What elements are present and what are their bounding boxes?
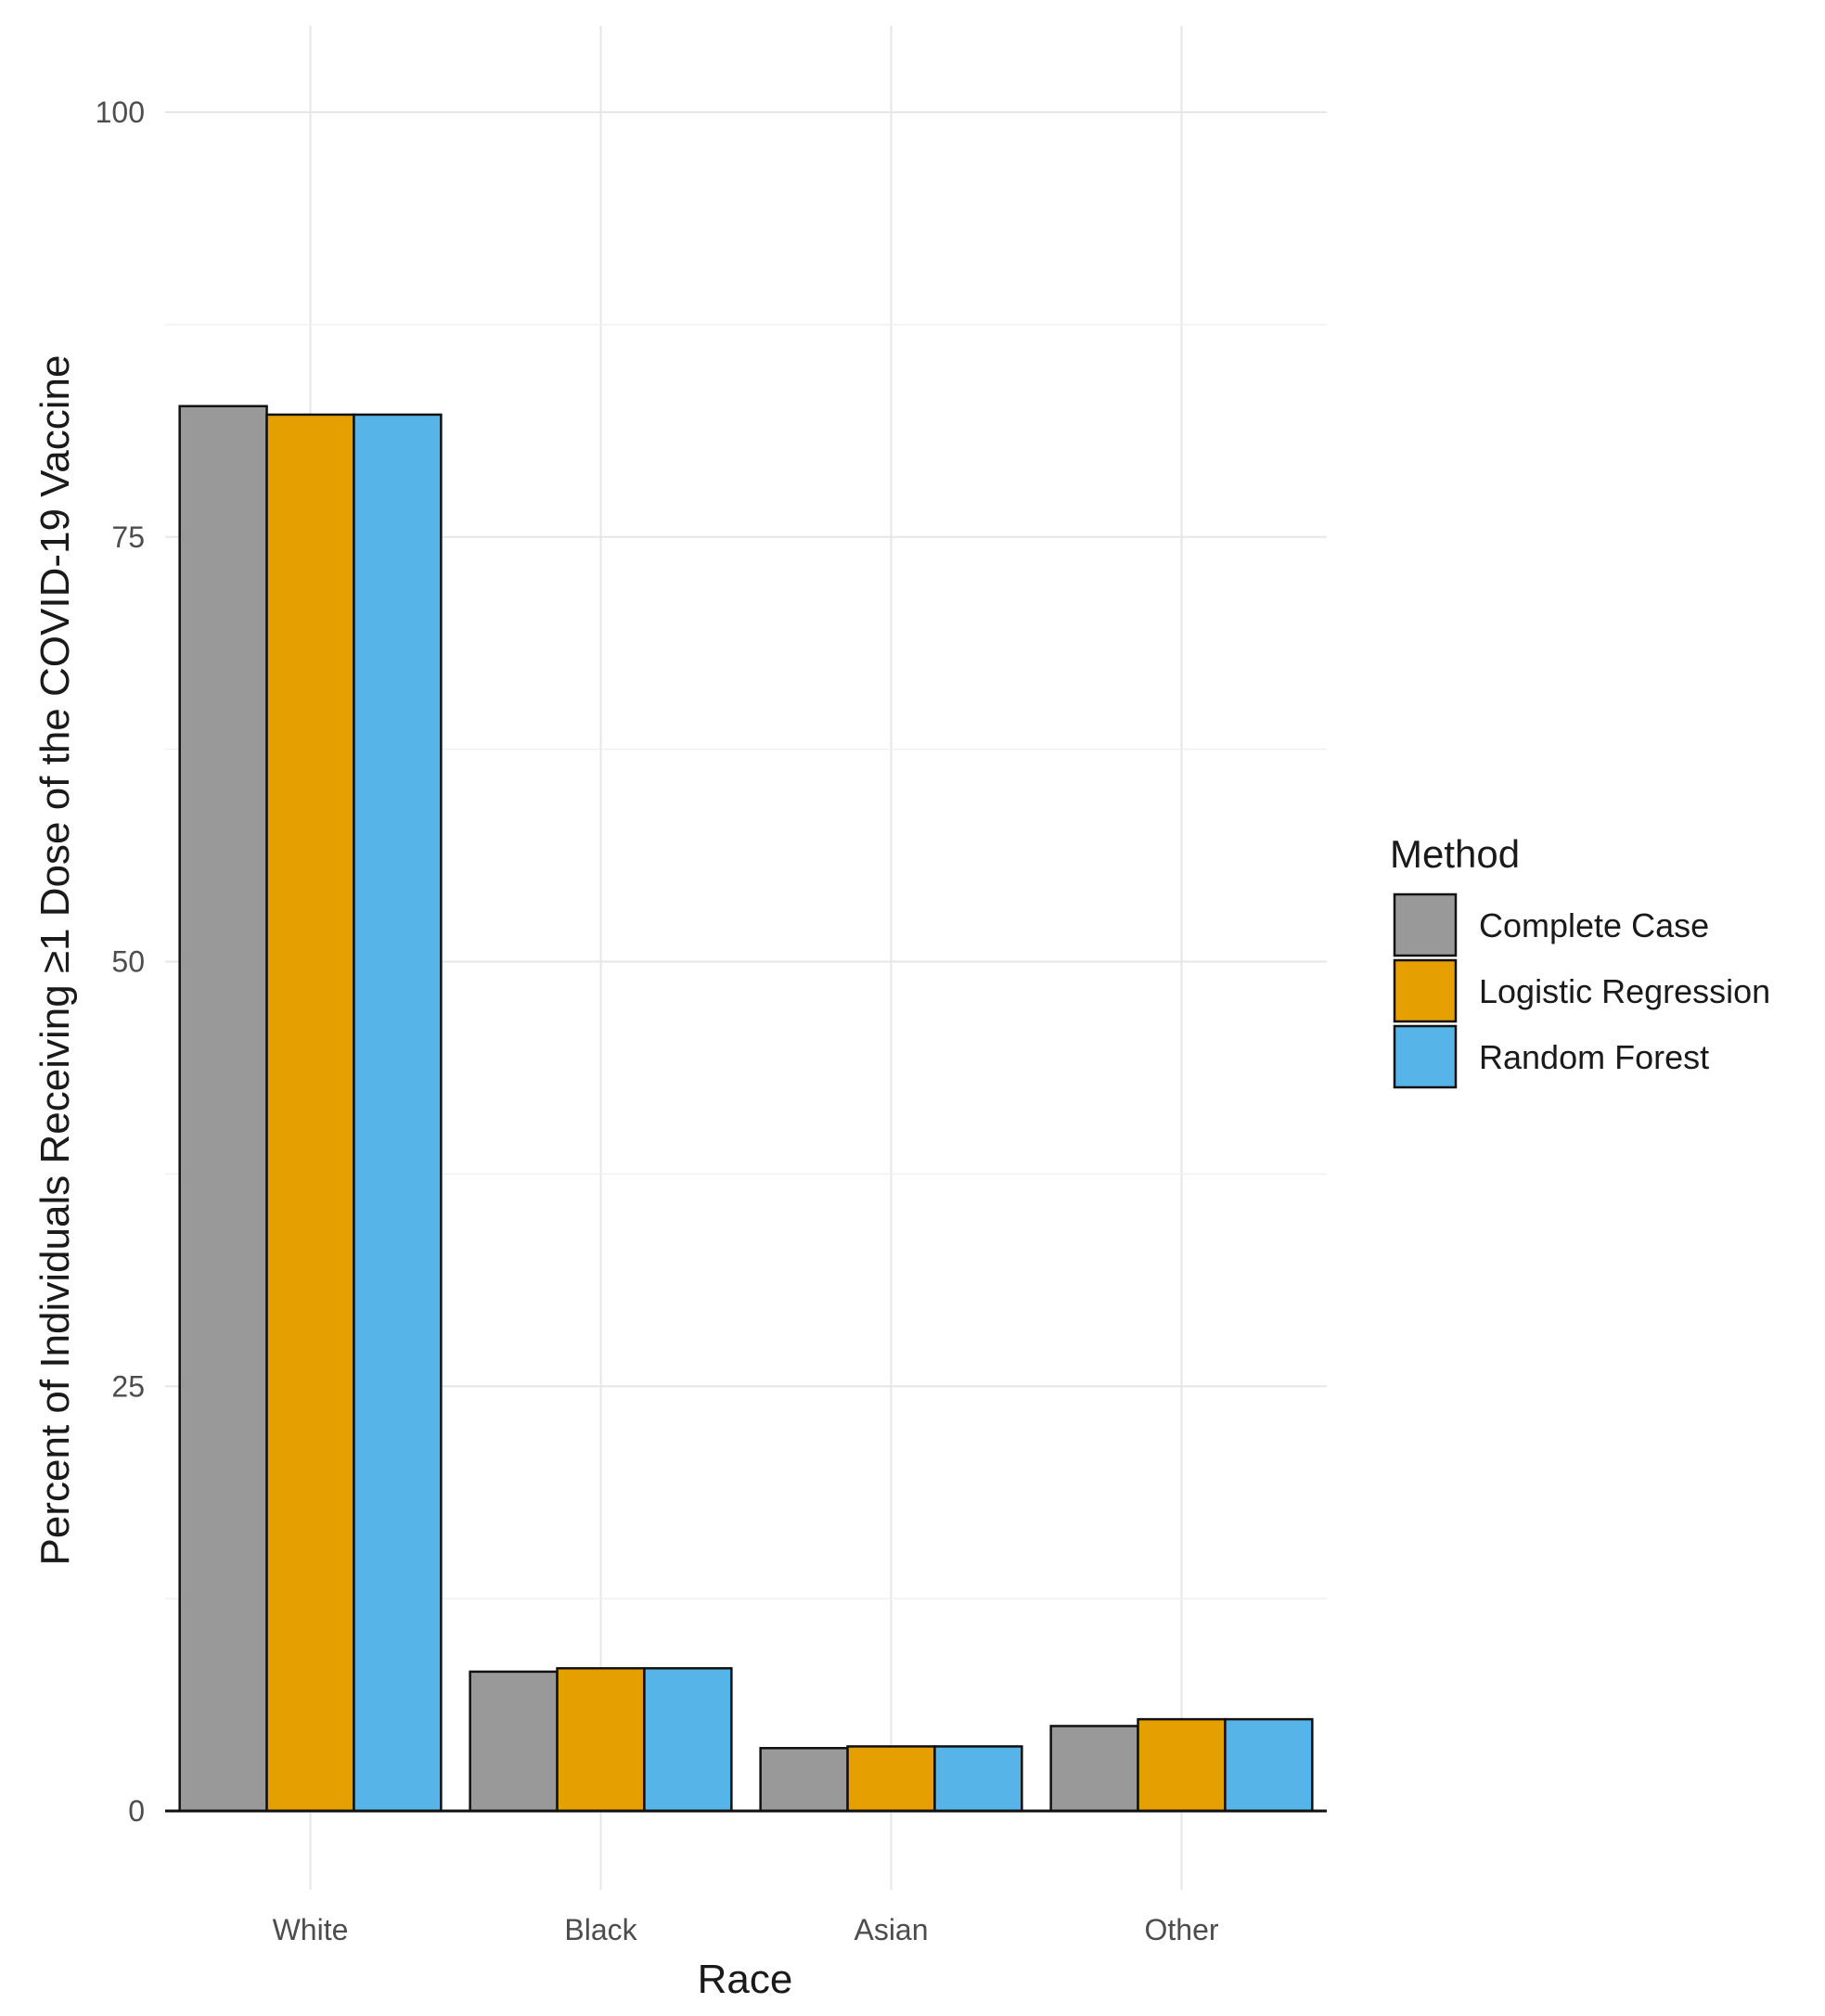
bar-asian-complete-case: [759, 1747, 849, 1813]
y-tick-labels: 0 25 50 75 100: [96, 96, 145, 1828]
bar-black-logistic-regression: [556, 1666, 646, 1813]
x-tick-label: Black: [564, 1913, 637, 1946]
legend-key-complete-case: [1393, 892, 1458, 957]
x-tick-label: White: [273, 1913, 349, 1946]
y-tick-label: 50: [111, 945, 145, 979]
bar-white-logistic-regression: [265, 413, 355, 1813]
bar-black-random-forest: [643, 1666, 733, 1813]
bars: [178, 404, 1314, 1813]
y-tick-label: 100: [96, 96, 145, 129]
bar-black-complete-case: [469, 1670, 559, 1813]
legend: Method Complete Case Logistic Regression R…: [1390, 832, 1770, 1089]
bar-white-complete-case: [178, 404, 268, 1813]
bar-other-random-forest: [1224, 1717, 1314, 1813]
bar-asian-logistic-regression: [846, 1745, 936, 1813]
legend-key-logistic-regression: [1393, 958, 1458, 1023]
legend-label-complete-case: Complete Case: [1479, 906, 1709, 944]
x-tick-labels: White Black Asian Other: [273, 1913, 1219, 1946]
legend-title: Method: [1390, 832, 1520, 876]
legend-label-logistic-regression: Logistic Regression: [1479, 972, 1770, 1010]
x-axis-title: Race: [698, 1957, 793, 2002]
y-tick-label: 0: [128, 1794, 145, 1828]
y-axis-title: Percent of Individuals Receiving ≥1 Dose…: [32, 355, 78, 1566]
bar-other-complete-case: [1049, 1725, 1139, 1813]
y-tick-label: 75: [111, 520, 145, 554]
x-tick-label: Other: [1144, 1913, 1218, 1946]
bar-white-random-forest: [353, 413, 443, 1813]
x-tick-label: Asian: [854, 1913, 928, 1946]
bar-asian-random-forest: [933, 1745, 1023, 1813]
legend-label-random-forest: Random Forest: [1479, 1038, 1709, 1076]
legend-key-random-forest: [1393, 1024, 1458, 1089]
y-tick-label: 25: [111, 1369, 145, 1403]
bar-other-logistic-regression: [1137, 1717, 1227, 1813]
